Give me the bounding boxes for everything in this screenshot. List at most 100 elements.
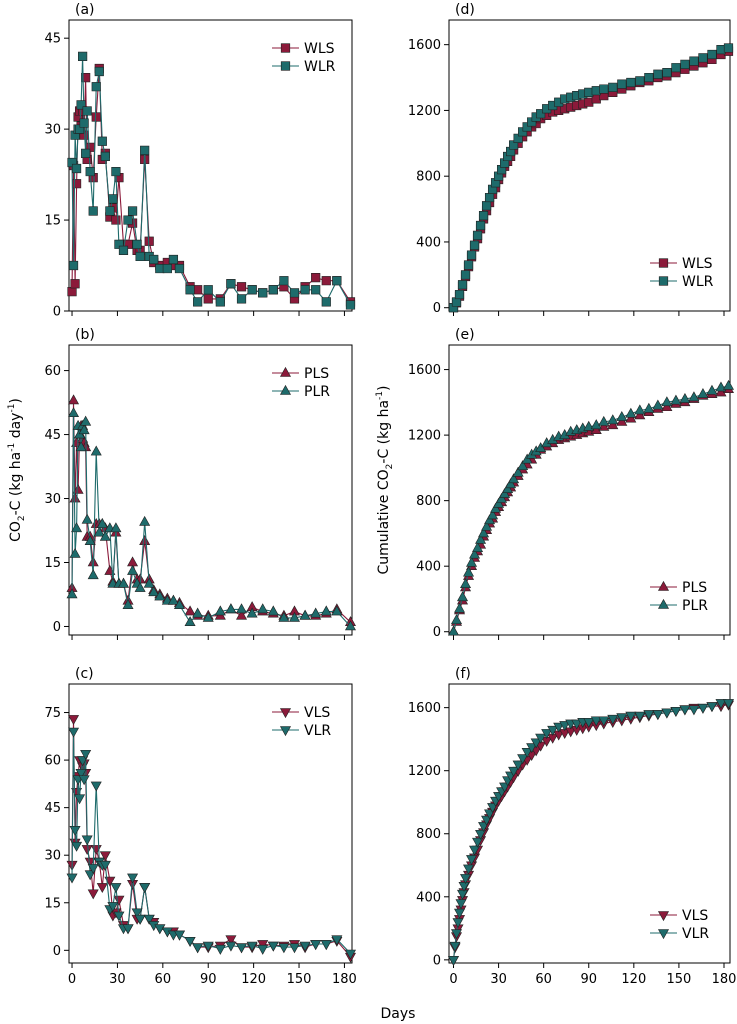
- y-tick-label: 30: [44, 123, 61, 138]
- x-tick-label: 60: [535, 972, 552, 987]
- data-point: [90, 445, 102, 456]
- data-point: [499, 487, 511, 498]
- x-tick-label: 120: [241, 972, 266, 987]
- x-tick-label: 90: [200, 972, 217, 987]
- data-point: [455, 899, 467, 910]
- y-tick-label: 0: [433, 625, 441, 640]
- data-point: [617, 79, 627, 89]
- data-point: [447, 625, 460, 636]
- data-point: [74, 794, 86, 805]
- data-point: [99, 860, 111, 871]
- data-point: [122, 599, 134, 609]
- legend-label: WLS: [682, 256, 713, 272]
- data-point: [144, 236, 154, 246]
- y-tick-label: 60: [44, 364, 61, 379]
- data-point: [99, 530, 111, 541]
- x-tick-label: 90: [580, 972, 597, 987]
- series-line: [71, 68, 351, 303]
- data-point: [72, 483, 84, 494]
- data-point: [225, 935, 237, 946]
- data-point: [68, 727, 80, 738]
- data-point: [496, 492, 508, 503]
- legend-marker: [280, 43, 291, 53]
- data-point: [226, 279, 236, 289]
- data-point: [236, 294, 247, 304]
- panel-c: 0 15 30 45 60 75 0 30 60 90 120 150 180 (c) VLS VLR: [44, 666, 356, 987]
- data-point: [69, 547, 81, 558]
- data-point: [87, 889, 99, 900]
- data-point: [661, 708, 673, 719]
- data-point: [85, 166, 95, 177]
- data-point: [236, 603, 248, 614]
- data-point: [81, 148, 91, 158]
- data-point: [117, 577, 129, 588]
- data-point: [193, 297, 203, 307]
- data-point: [149, 254, 159, 265]
- data-point: [490, 502, 502, 513]
- data-point: [84, 857, 96, 868]
- data-point: [70, 279, 80, 289]
- data-point: [310, 607, 322, 618]
- data-point: [535, 733, 547, 744]
- y-tick-label: 1600: [408, 701, 441, 716]
- data-point: [530, 738, 542, 749]
- data-point: [184, 605, 196, 616]
- data-point: [173, 930, 185, 941]
- x-tick-label: 0: [449, 972, 457, 987]
- x-tick-label: 150: [287, 972, 312, 987]
- data-point: [71, 163, 82, 174]
- data-point: [90, 781, 102, 792]
- data-point: [299, 609, 311, 620]
- plot-frame: [448, 344, 731, 636]
- data-point: [571, 719, 583, 730]
- data-point: [688, 391, 700, 402]
- legend-marker: [279, 708, 292, 719]
- data-point: [517, 754, 529, 765]
- y-tick-label: 60: [44, 754, 61, 769]
- data-point: [131, 908, 143, 919]
- data-point: [652, 710, 664, 721]
- plot-frame: [68, 344, 353, 636]
- data-point: [457, 280, 468, 290]
- data-point: [505, 478, 517, 489]
- data-point: [584, 97, 594, 107]
- data-point: [535, 442, 547, 453]
- data-point: [469, 548, 481, 559]
- legend-label: PLS: [682, 580, 707, 596]
- series-WLR: [67, 51, 356, 310]
- data-point: [487, 509, 499, 520]
- legend-label: VLS: [304, 705, 330, 721]
- data-point: [458, 881, 470, 892]
- legend-label: PLR: [682, 598, 708, 614]
- data-point: [127, 873, 139, 884]
- data-point: [590, 424, 602, 434]
- data-point: [93, 526, 105, 537]
- data-point: [111, 166, 121, 177]
- data-point: [184, 937, 196, 947]
- data-point: [475, 829, 487, 840]
- data-point: [553, 722, 565, 733]
- data-point: [90, 845, 102, 855]
- data-point: [82, 106, 92, 116]
- data-point: [78, 51, 88, 61]
- data-point: [134, 914, 146, 925]
- data-point: [143, 914, 155, 925]
- data-point: [268, 285, 278, 295]
- data-point: [79, 118, 89, 128]
- panel-a: 0 15 30 45 (a) WLS WLR: [44, 2, 356, 320]
- data-point: [481, 520, 493, 531]
- data-point: [118, 245, 129, 255]
- data-point: [608, 82, 618, 93]
- data-point: [111, 215, 121, 225]
- data-point: [88, 206, 98, 216]
- data-point: [257, 603, 269, 614]
- data-point: [643, 710, 655, 721]
- data-point: [184, 616, 196, 627]
- data-point: [583, 718, 595, 728]
- data-point: [110, 522, 122, 533]
- data-point: [78, 424, 90, 435]
- data-point: [225, 603, 237, 614]
- data-point: [469, 240, 480, 250]
- data-point: [69, 826, 81, 836]
